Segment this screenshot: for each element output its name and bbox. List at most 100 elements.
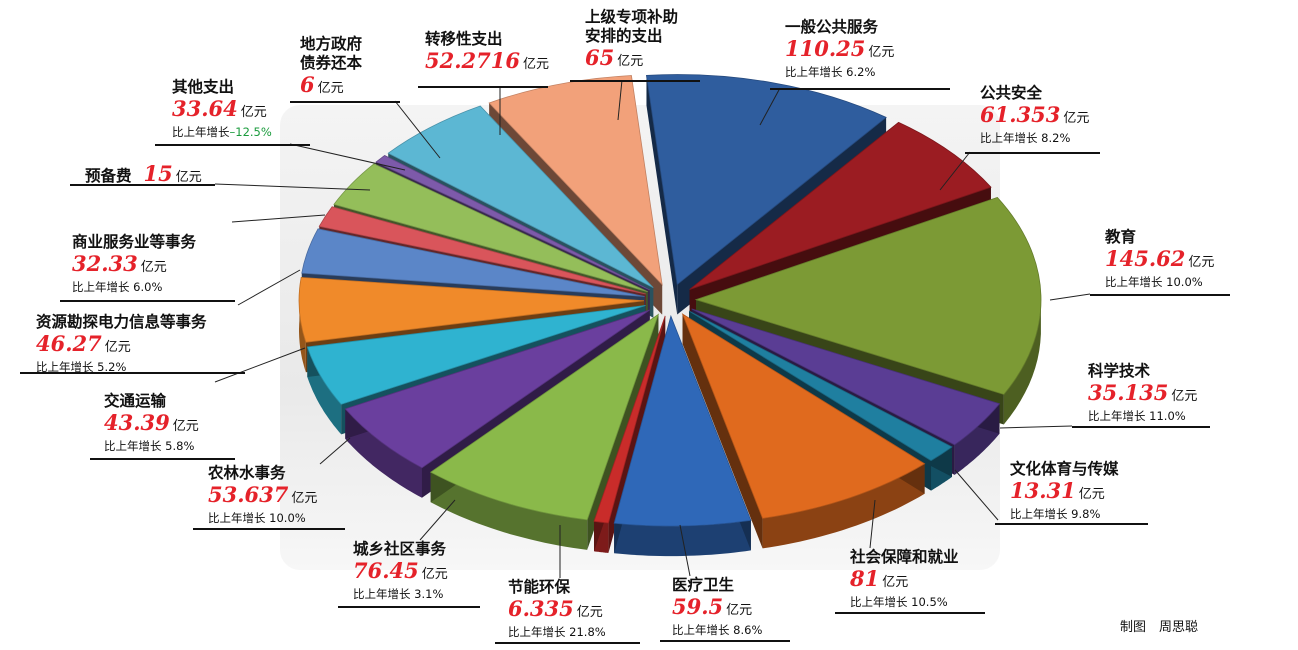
label-rule bbox=[418, 86, 548, 88]
pie-slice-side bbox=[1003, 295, 1041, 425]
leader-line bbox=[679, 524, 691, 577]
label-rule bbox=[570, 80, 700, 82]
slice-name: 节能环保 bbox=[508, 578, 571, 596]
pie-slice-top bbox=[613, 314, 752, 527]
slice-name: 公共安全 bbox=[980, 84, 1043, 102]
slice-label: 科学技术 35.135 亿元 比上年增长 11.0% bbox=[1088, 362, 1197, 424]
slice-name: 上级专项补助 安排的支出 bbox=[585, 8, 679, 45]
slice-name: 文化体育与传媒 bbox=[1010, 460, 1119, 478]
pie-slice-top bbox=[387, 105, 654, 289]
label-rule bbox=[835, 612, 985, 614]
slice-growth: 比上年增长 10.0% bbox=[208, 511, 306, 525]
slice-growth: 比上年增长 8.2% bbox=[980, 131, 1071, 145]
pie-slice-top bbox=[318, 206, 646, 295]
pie-slice-top bbox=[593, 315, 666, 524]
pie-slice-top bbox=[694, 196, 1042, 395]
slice-growth: 比上年增长 8.6% bbox=[672, 623, 763, 637]
slice-label: 一般公共服务 110.25 亿元 比上年增长 6.2% bbox=[785, 18, 894, 80]
slice-label: 转移性支出 52.2716 亿元 bbox=[425, 30, 549, 77]
slice-label: 教育 145.62 亿元 比上年增长 10.0% bbox=[1105, 228, 1214, 290]
slice-value: 15 亿元 bbox=[143, 161, 202, 186]
credit-text: 制图 周思聪 bbox=[1120, 620, 1199, 635]
slice-value: 61.353 亿元 bbox=[980, 102, 1090, 127]
slice-value: 110.25 亿元 bbox=[785, 36, 895, 61]
label-rule bbox=[20, 372, 245, 374]
pie-slice-top bbox=[298, 276, 645, 343]
slice-name: 其他支出 bbox=[172, 78, 235, 96]
slice-label: 医疗卫生 59.5 亿元比上年增长 8.6% bbox=[672, 576, 762, 638]
leader-line bbox=[214, 347, 306, 383]
pie-slice-top bbox=[681, 313, 926, 519]
label-rule bbox=[70, 184, 215, 186]
slice-value: 65 亿元 bbox=[585, 45, 644, 70]
slice-name: 农林水事务 bbox=[208, 464, 286, 482]
label-rule bbox=[965, 152, 1100, 154]
slice-name: 社会保障和就业 bbox=[850, 548, 959, 566]
slice-label: 交通运输 43.39 亿元 比上年增长 5.8% bbox=[104, 392, 199, 454]
pie-slice bbox=[681, 313, 926, 549]
pie-slice-top bbox=[306, 305, 646, 405]
pie-slice-top bbox=[333, 163, 648, 293]
pie-slice-top bbox=[429, 313, 660, 521]
slice-value: 32.33 亿元 bbox=[72, 251, 167, 276]
slice-label: 节能环保 6.335 亿元比上年增长 21.8% bbox=[508, 578, 606, 640]
slice-growth: 比上年增长 6.0% bbox=[72, 280, 163, 294]
leader-line bbox=[289, 143, 406, 171]
slice-label: 其他支出 33.64 亿元比上年增长–12.5% bbox=[172, 78, 272, 140]
slice-name: 医疗卫生 bbox=[672, 576, 735, 594]
slice-value: 33.64 亿元 bbox=[172, 96, 267, 121]
leader-line bbox=[237, 269, 301, 306]
pie-slice-top bbox=[688, 310, 953, 462]
leader-line bbox=[1049, 293, 1091, 301]
leader-line bbox=[999, 425, 1073, 429]
slice-name: 资源勘探电力信息等事务 bbox=[36, 313, 207, 331]
slice-growth: 比上年增长–12.5% bbox=[172, 125, 272, 139]
slice-growth: 比上年增长 10.5% bbox=[850, 595, 948, 609]
leader-line bbox=[419, 499, 456, 541]
slice-value: 52.2716 亿元 bbox=[425, 48, 549, 73]
leader-line bbox=[759, 87, 781, 126]
label-rule bbox=[90, 458, 235, 460]
slice-name: 交通运输 bbox=[104, 392, 167, 410]
slice-name: 城乡社区事务 bbox=[353, 540, 447, 558]
slice-value: 81 亿元 bbox=[850, 566, 909, 591]
slice-value: 53.637 亿元 bbox=[208, 482, 318, 507]
slice-growth: 比上年增长 6.2% bbox=[785, 65, 876, 79]
slice-value: 59.5 亿元 bbox=[672, 594, 753, 619]
pie-slice-cut bbox=[682, 314, 763, 549]
pie-slice-top bbox=[301, 228, 645, 297]
slice-growth: 比上年增长 3.1% bbox=[353, 587, 444, 601]
slice-label: 公共安全 61.353 亿元比上年增长 8.2% bbox=[980, 84, 1089, 146]
label-rule bbox=[290, 101, 400, 103]
leader-line bbox=[394, 100, 441, 159]
label-rule bbox=[155, 144, 310, 146]
pie-slice-cut bbox=[646, 75, 678, 315]
slice-label: 农林水事务 53.637 亿元比上年增长 10.0% bbox=[208, 464, 317, 526]
pie-slice-top bbox=[344, 309, 650, 469]
slice-label: 社会保障和就业 81 亿元比上年增长 10.5% bbox=[850, 548, 959, 610]
pie-slice-top bbox=[646, 74, 887, 286]
slice-value: 6 亿元 bbox=[300, 72, 344, 97]
leader-line bbox=[954, 469, 999, 521]
slice-growth: 比上年增长 11.0% bbox=[1088, 409, 1186, 423]
slice-growth: 比上年增长 9.8% bbox=[1010, 507, 1101, 521]
label-rule bbox=[995, 523, 1148, 525]
slice-value: 35.135 亿元 bbox=[1088, 380, 1198, 405]
leader-line bbox=[869, 499, 876, 549]
slice-label: 城乡社区事务 76.45 亿元比上年增长 3.1% bbox=[353, 540, 448, 602]
leader-line bbox=[231, 214, 326, 223]
slice-value: 76.45 亿元 bbox=[353, 558, 448, 583]
label-rule bbox=[338, 606, 480, 608]
slice-value: 145.62 亿元 bbox=[1105, 246, 1215, 271]
slice-label: 上级专项补助 安排的支出 65 亿元 bbox=[585, 8, 678, 74]
slice-growth: 比上年增长 21.8% bbox=[508, 625, 606, 639]
leader-line bbox=[617, 79, 623, 121]
pie-slice-top bbox=[375, 155, 650, 291]
slice-name: 教育 bbox=[1105, 228, 1137, 246]
label-rule bbox=[770, 88, 950, 90]
slice-name: 预备费 bbox=[85, 167, 132, 185]
slice-label: 资源勘探电力信息等事务 46.27 亿元 比上年增长 5.2% bbox=[36, 313, 207, 375]
slice-label: 预备费 15 亿元 bbox=[85, 162, 202, 190]
slice-value: 43.39 亿元 bbox=[104, 410, 199, 435]
slice-value: 6.335 亿元 bbox=[508, 596, 603, 621]
